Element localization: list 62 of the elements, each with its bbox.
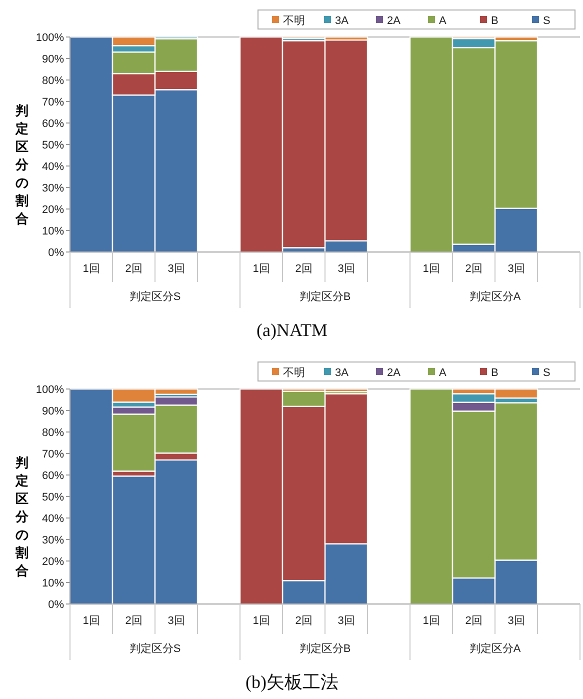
text: 判定区分B xyxy=(299,642,351,655)
y-tick-label: 30% xyxy=(42,534,64,546)
x-tick-label: 3回 xyxy=(338,615,355,627)
y-tick-label: 90% xyxy=(42,54,64,66)
x-tick-label: 3回 xyxy=(508,263,525,275)
y-tick-label: 10% xyxy=(42,578,64,590)
x-tick-label: 3回 xyxy=(508,615,525,627)
x-tick-label: 1回 xyxy=(82,263,100,275)
y-tick-label: 60% xyxy=(42,118,64,130)
y-tick-label: 70% xyxy=(42,96,64,108)
legend-label: A xyxy=(439,15,447,27)
legend-label: B xyxy=(491,367,498,379)
x-tick-label: 2回 xyxy=(125,615,142,627)
y-tick-label: 20% xyxy=(42,556,64,568)
x-tick-label: 2回 xyxy=(295,615,312,627)
y-tick-label: 70% xyxy=(42,448,64,460)
legend-label: S xyxy=(543,15,550,27)
x-tick-label: 3回 xyxy=(338,263,355,275)
y-tick-label: 100% xyxy=(36,32,64,44)
x-tick-label: 1回 xyxy=(252,615,270,627)
x-tick-label: 1回 xyxy=(252,263,270,275)
y-tick-label: 50% xyxy=(42,140,64,152)
text: 判定区分A xyxy=(469,290,522,303)
y-tick-label: 50% xyxy=(42,492,64,504)
legend-label: A xyxy=(439,367,447,379)
x-tick-label: 2回 xyxy=(465,263,482,275)
x-tick-label: 1回 xyxy=(422,615,440,627)
legend-label: 3A xyxy=(335,15,350,27)
x-tick-label: 1回 xyxy=(82,615,100,627)
y-tick-label: 100% xyxy=(36,384,64,396)
x-tick-label: 2回 xyxy=(295,263,312,275)
y-tick-label: 40% xyxy=(42,513,64,525)
legend-label: B xyxy=(491,15,498,27)
x-tick-label: 2回 xyxy=(465,615,482,627)
y-axis-title: 判定区分の割合 xyxy=(14,455,30,578)
text: (a)NATM xyxy=(256,320,328,340)
x-tick-label: 2回 xyxy=(125,263,142,275)
x-tick-label: 3回 xyxy=(168,615,185,627)
y-axis-title: 判定区分の割合 xyxy=(14,103,30,226)
legend-label: 不明 xyxy=(283,367,305,379)
y-tick-label: 20% xyxy=(42,204,64,216)
x-tick-label: 3回 xyxy=(168,263,185,275)
y-tick-label: 0% xyxy=(48,247,64,259)
text: 判定区分S xyxy=(129,290,181,303)
y-tick-label: 80% xyxy=(42,75,64,87)
legend-label: 2A xyxy=(387,15,402,27)
y-tick-label: 60% xyxy=(42,470,64,482)
y-tick-label: 40% xyxy=(42,161,64,173)
legend-label: S xyxy=(543,367,550,379)
text: 判定区分S xyxy=(129,642,181,655)
y-tick-label: 80% xyxy=(42,427,64,439)
legend-label: 2A xyxy=(387,367,402,379)
y-tick-label: 10% xyxy=(42,226,64,238)
y-tick-label: 90% xyxy=(42,406,64,418)
text: 判定区分A xyxy=(469,642,522,655)
legend-label: 不明 xyxy=(283,15,305,27)
text: (b)矢板工法 xyxy=(246,672,338,692)
text: 判定区分B xyxy=(299,290,351,303)
y-tick-label: 30% xyxy=(42,182,64,194)
y-tick-label: 0% xyxy=(48,599,64,611)
legend-label: 3A xyxy=(335,367,350,379)
x-tick-label: 1回 xyxy=(422,263,440,275)
